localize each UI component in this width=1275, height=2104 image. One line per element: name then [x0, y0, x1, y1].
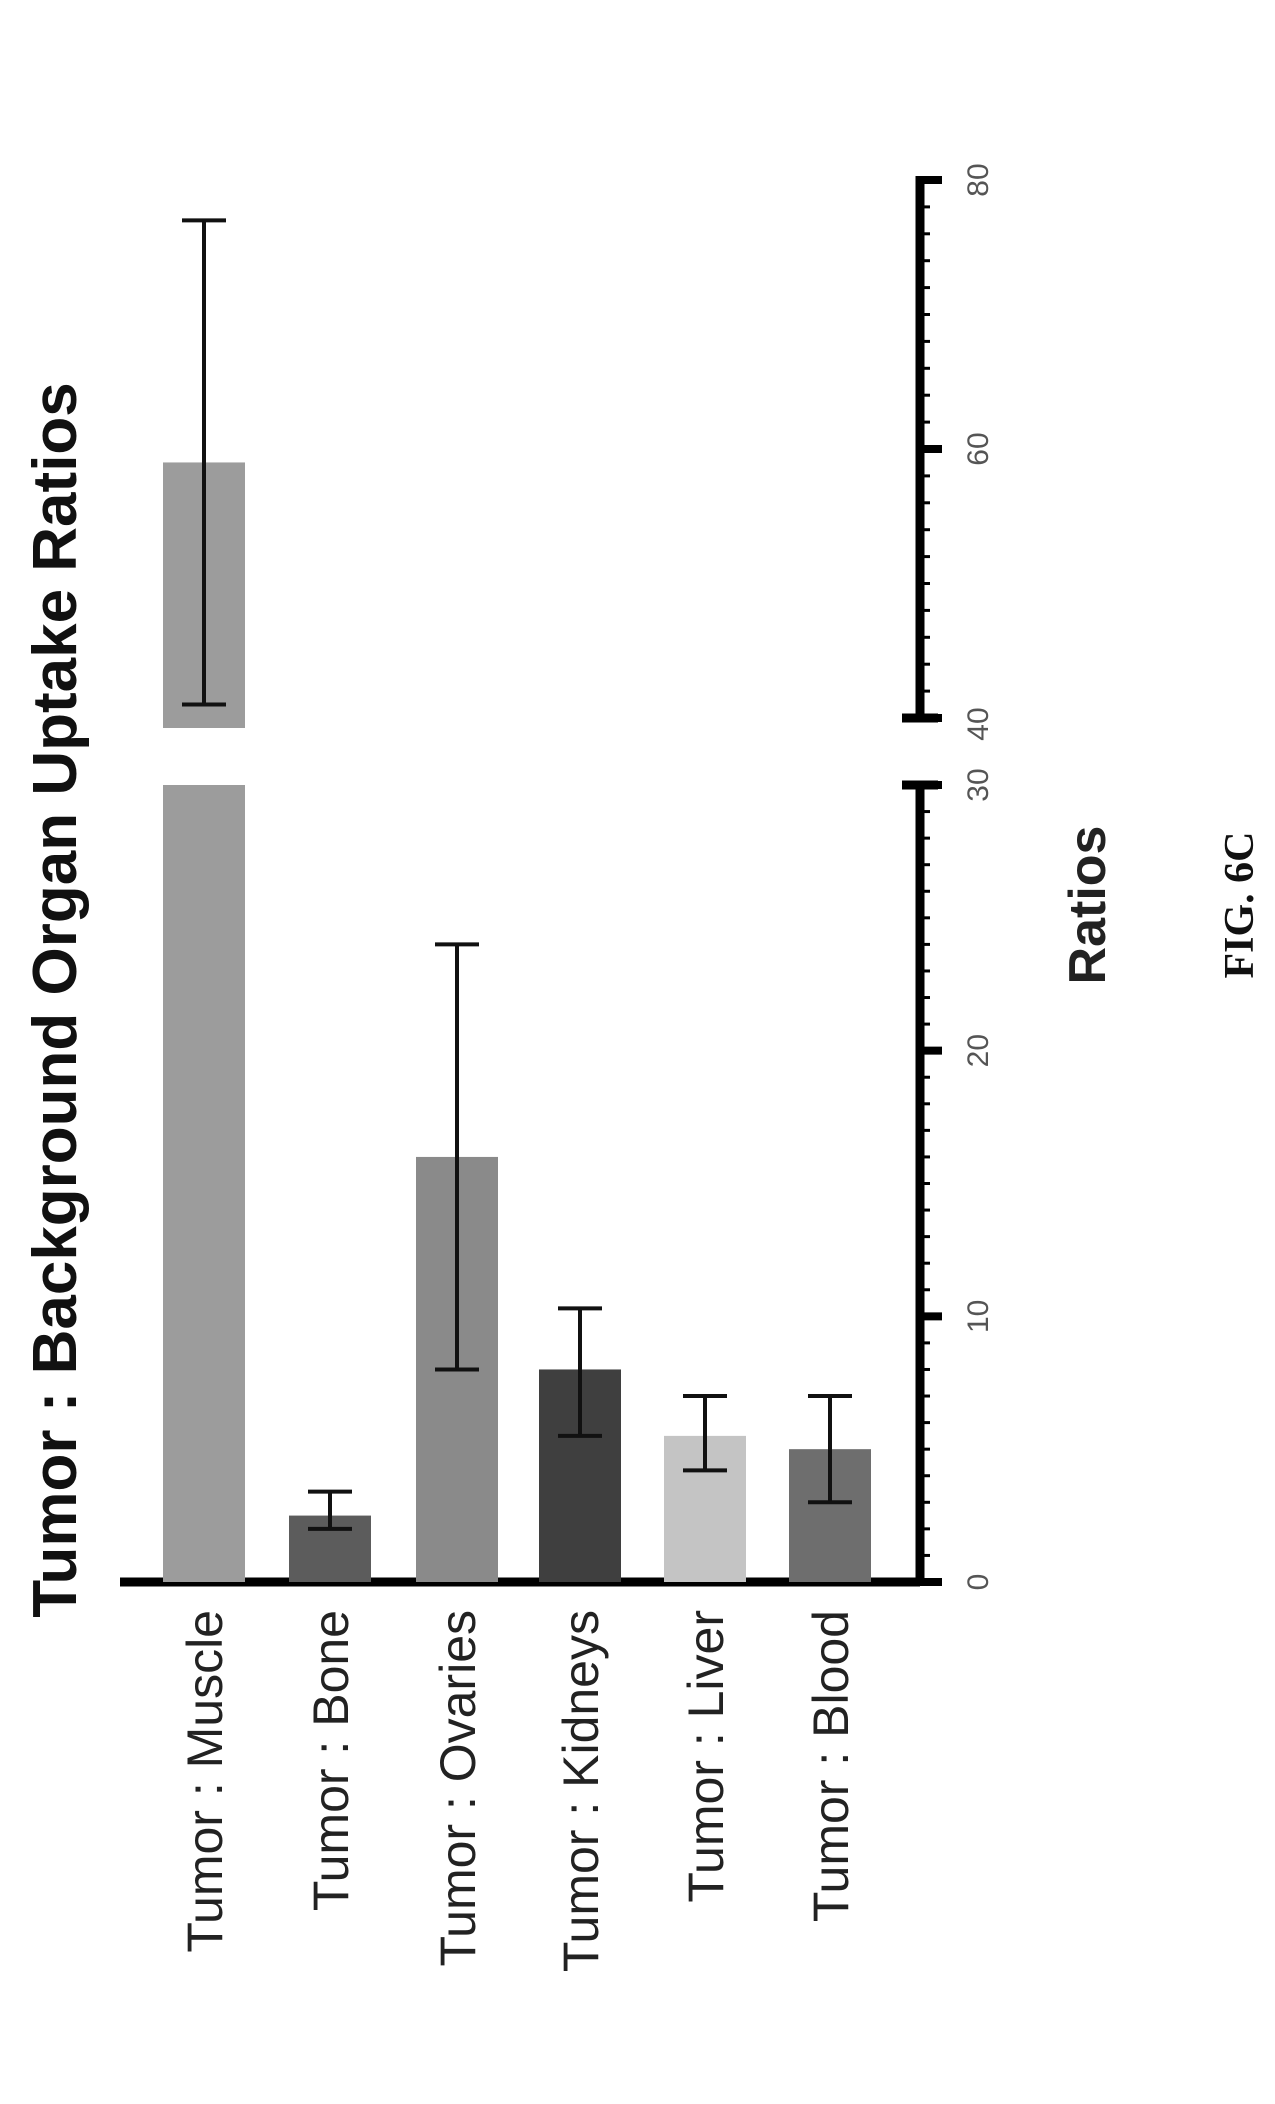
tick-label: 80	[962, 163, 995, 196]
tick-label: 0	[962, 1574, 995, 1591]
tick-label: 20	[962, 1034, 995, 1067]
category-label: Tumor : Ovaries	[430, 1610, 486, 1967]
category-label: Tumor : Kidneys	[553, 1610, 609, 1972]
category-label: Tumor : Bone	[303, 1610, 359, 1911]
tick-label: 40	[962, 707, 995, 740]
bar	[163, 785, 245, 1582]
tick-label: 10	[962, 1300, 995, 1333]
chart-title: Tumor : Background Organ Uptake Ratios	[21, 382, 90, 1618]
tick-label: 30	[962, 768, 995, 801]
tick-label: 60	[962, 432, 995, 465]
category-label: Tumor : Blood	[803, 1610, 859, 1922]
category-label: Tumor : Liver	[678, 1610, 734, 1903]
figure-caption: FIG. 6C	[1217, 832, 1263, 979]
axis-label: Ratios	[1059, 826, 1117, 985]
category-label: Tumor : Muscle	[177, 1610, 233, 1953]
